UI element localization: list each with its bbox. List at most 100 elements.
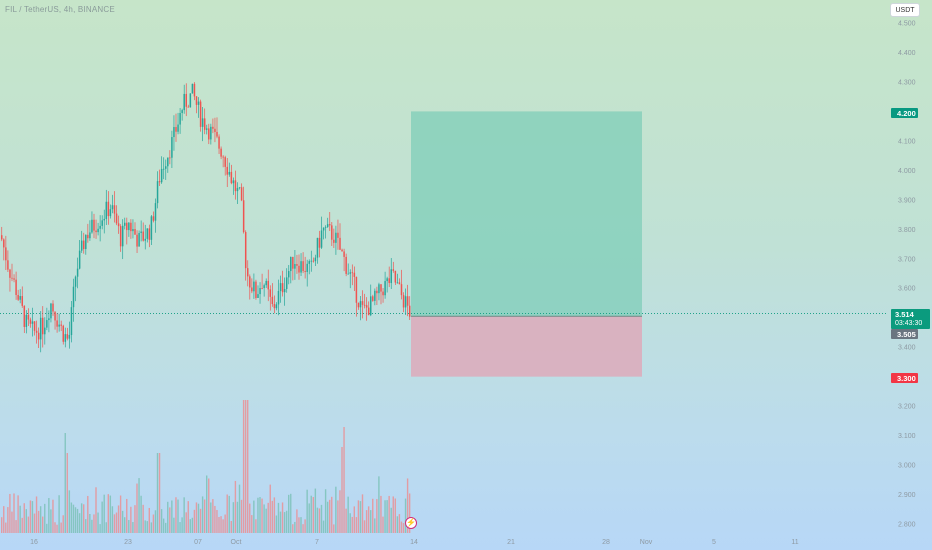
candle bbox=[326, 217, 329, 228]
candle-body bbox=[64, 334, 67, 342]
candle-body bbox=[158, 181, 161, 183]
candle bbox=[306, 259, 308, 287]
candle bbox=[124, 217, 126, 230]
candle bbox=[62, 324, 64, 345]
candle-body bbox=[265, 280, 267, 286]
candle-body bbox=[23, 305, 26, 327]
volume-bar bbox=[316, 507, 319, 533]
candle bbox=[388, 266, 390, 288]
volume-bar bbox=[367, 506, 370, 533]
volume-bar bbox=[89, 513, 91, 533]
candle bbox=[144, 224, 146, 250]
volume-bar bbox=[42, 516, 44, 533]
volume-bar bbox=[216, 509, 218, 533]
candle-body bbox=[89, 232, 91, 239]
candle bbox=[101, 215, 103, 230]
candle bbox=[191, 83, 194, 94]
candle-body bbox=[85, 234, 87, 250]
volume-bar bbox=[275, 515, 278, 533]
currency-button[interactable]: USDT bbox=[890, 3, 920, 17]
candle-body bbox=[374, 290, 376, 301]
volume-bar bbox=[33, 513, 36, 533]
candle bbox=[19, 289, 21, 304]
candle-body bbox=[113, 205, 116, 214]
candle-body bbox=[324, 226, 327, 228]
candle-body bbox=[25, 314, 28, 327]
volume-bar bbox=[257, 497, 259, 533]
candle bbox=[181, 108, 183, 121]
volume-bar bbox=[283, 512, 286, 533]
volume-bar bbox=[124, 517, 126, 533]
candle-body bbox=[206, 128, 208, 130]
candle-body bbox=[318, 237, 321, 248]
volume-bar bbox=[162, 518, 165, 533]
volume-bar bbox=[83, 504, 85, 533]
candle-body bbox=[165, 166, 167, 169]
candle bbox=[9, 268, 11, 292]
volume-bar bbox=[150, 522, 153, 533]
volume-bar bbox=[1, 517, 3, 533]
candle-body bbox=[236, 188, 239, 192]
candle-body bbox=[31, 321, 34, 324]
candle bbox=[91, 211, 93, 234]
candle-body bbox=[290, 256, 292, 272]
volume-bar bbox=[343, 427, 345, 533]
volume-bar bbox=[5, 522, 7, 533]
candle bbox=[160, 156, 163, 184]
candle-body bbox=[130, 222, 132, 232]
volume-bar bbox=[189, 519, 191, 533]
candle bbox=[322, 227, 325, 240]
volume-bar bbox=[27, 516, 30, 533]
volume-bar bbox=[396, 516, 399, 533]
volume-bar bbox=[353, 506, 355, 533]
candle-body bbox=[351, 272, 354, 274]
volume-bar bbox=[312, 497, 314, 533]
candle bbox=[355, 276, 358, 317]
flash-icon[interactable]: ⚡ bbox=[405, 517, 417, 529]
volume-bar bbox=[220, 516, 222, 533]
candle bbox=[206, 124, 208, 135]
volume-bar bbox=[103, 494, 105, 533]
candle bbox=[376, 286, 378, 306]
volume-bar bbox=[93, 514, 95, 533]
candle bbox=[390, 258, 392, 289]
volume-bar bbox=[351, 516, 353, 533]
candle bbox=[130, 219, 132, 239]
candle bbox=[115, 205, 118, 226]
candle bbox=[249, 274, 251, 300]
volume-bar bbox=[253, 500, 255, 533]
volume-bar bbox=[177, 499, 179, 533]
current-price: 3.514 bbox=[895, 310, 914, 319]
candle bbox=[195, 96, 198, 114]
volume-bar bbox=[3, 506, 5, 533]
volume-bar bbox=[156, 453, 159, 533]
volume-bar bbox=[167, 501, 169, 533]
volume-bar bbox=[181, 517, 183, 533]
candle-body bbox=[58, 324, 60, 327]
volume-bar bbox=[310, 495, 312, 533]
candle-body bbox=[249, 276, 251, 288]
candle-body bbox=[238, 187, 241, 189]
candle-body bbox=[195, 96, 198, 105]
candle bbox=[3, 238, 5, 261]
candle bbox=[80, 230, 83, 253]
candle bbox=[316, 237, 319, 264]
candle bbox=[333, 228, 335, 248]
volume-bar bbox=[380, 495, 382, 533]
candle bbox=[148, 224, 151, 248]
candle-body bbox=[224, 157, 226, 167]
candle bbox=[226, 157, 228, 188]
volume-bar bbox=[58, 495, 60, 533]
time-tick-label: 16 bbox=[30, 539, 38, 546]
candle bbox=[253, 273, 255, 299]
candle bbox=[68, 321, 71, 349]
candle bbox=[370, 284, 372, 317]
candle-body bbox=[93, 219, 95, 231]
candle-body bbox=[185, 93, 187, 107]
candle-body bbox=[167, 157, 169, 167]
volume-bar bbox=[347, 496, 349, 533]
price-tick-label: 2.800 bbox=[898, 522, 916, 529]
volume-bar bbox=[279, 511, 282, 533]
